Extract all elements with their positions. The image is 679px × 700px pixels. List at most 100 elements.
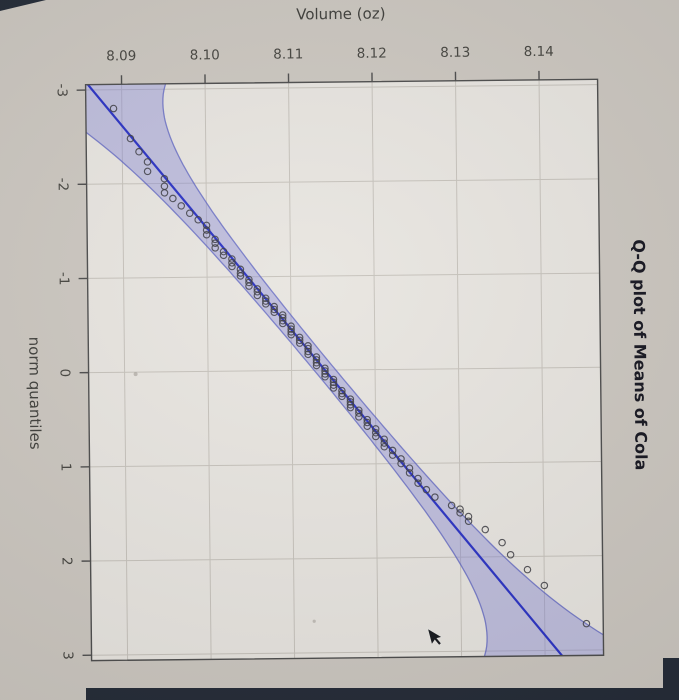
data-point [304,347,312,356]
volume-tick-label: 8.13 [440,45,470,61]
data-point [312,353,321,361]
data-point [363,422,372,430]
data-point [329,381,338,389]
data-point [321,364,329,373]
grid-lines [85,79,604,661]
data-point [371,425,380,433]
data-point [295,336,304,345]
data-point [523,565,532,574]
quantile-tick-label: -2 [55,178,71,192]
screen-bezel-topleft [0,0,46,11]
data-point [329,375,338,384]
data-point [346,398,355,406]
data-point [261,297,270,305]
data-point [312,356,321,364]
data-point [228,262,236,271]
data-point [287,325,295,333]
chart-layer: 8.09 8.10 8.11 8.12 8.13 8.14 -3 -2 -1 0 1 2 3 [54,44,605,662]
data-point [109,104,118,113]
data-point [582,619,591,628]
data-point [253,287,262,296]
data-point [177,202,186,210]
data-point [481,525,490,534]
data-point [414,474,422,483]
top-axis-label: Volume (oz) [296,5,385,24]
data-point [143,167,152,176]
data-point [262,300,270,308]
data-point [287,328,295,336]
screen-bezel-corner [663,658,679,700]
data-point [304,342,312,350]
data-point [346,401,355,409]
data-point [388,446,397,455]
data-point [422,485,431,494]
mouse-cursor-icon [426,626,444,647]
data-point [185,209,194,218]
data-point [211,244,219,252]
data-point [270,302,278,311]
volume-tick-label: 8.10 [190,47,220,63]
data-point [338,386,346,395]
screen-bezel-bottom [86,688,679,700]
quantile-tick-label: 0 [57,369,73,378]
data-point [236,272,245,280]
data-point [414,479,422,487]
data-point [321,372,329,381]
volume-tick-label: 8.09 [106,48,136,64]
data-point [456,509,464,517]
data-point [279,319,287,328]
data-point [321,367,329,375]
data-point [143,158,152,166]
data-point [211,235,219,244]
data-point [202,226,211,234]
reference-line [85,79,582,661]
quantile-tick-label: -3 [54,83,70,97]
photo-artifacts [133,372,316,623]
data-point [304,344,312,353]
data-point [202,221,211,230]
data-point [506,550,515,559]
data-point [355,413,363,421]
plot-title: Q-Q plot of Means of Cola [629,239,650,470]
data-point [346,403,355,412]
data-point [380,442,389,451]
data-point [253,291,262,300]
data-point [355,409,363,417]
data-point [287,330,295,339]
data-point [245,278,253,287]
data-point [219,247,228,256]
data-point [245,282,253,290]
data-point [346,395,355,403]
data-point [431,493,439,501]
data-point [397,459,405,468]
data-point [160,174,169,183]
data-point [126,134,135,143]
data-point [219,251,228,260]
data-point [363,418,372,427]
data-point [388,451,397,459]
data-point [338,392,346,401]
data-point [228,255,236,263]
data-point [338,389,346,398]
data-point [236,269,245,277]
data-point [261,294,270,303]
data-point [380,439,389,447]
quantile-tick-label: 3 [60,651,76,660]
volume-tick-label: 8.14 [524,44,554,60]
data-point [278,316,287,325]
data-point [540,581,549,590]
data-point [329,384,338,392]
data-point [329,378,338,387]
data-point [295,339,304,347]
data-point [464,517,473,526]
volume-tick-label: 8.11 [273,46,303,62]
data-point [312,361,321,370]
tick-labels: 8.09 8.10 8.11 8.12 8.13 8.14 -3 -2 -1 0 1 2 3 [54,44,554,660]
volume-tick-label: 8.12 [357,45,387,61]
data-point [397,455,405,463]
confidence-envelope [85,79,604,661]
data-point [270,308,279,317]
